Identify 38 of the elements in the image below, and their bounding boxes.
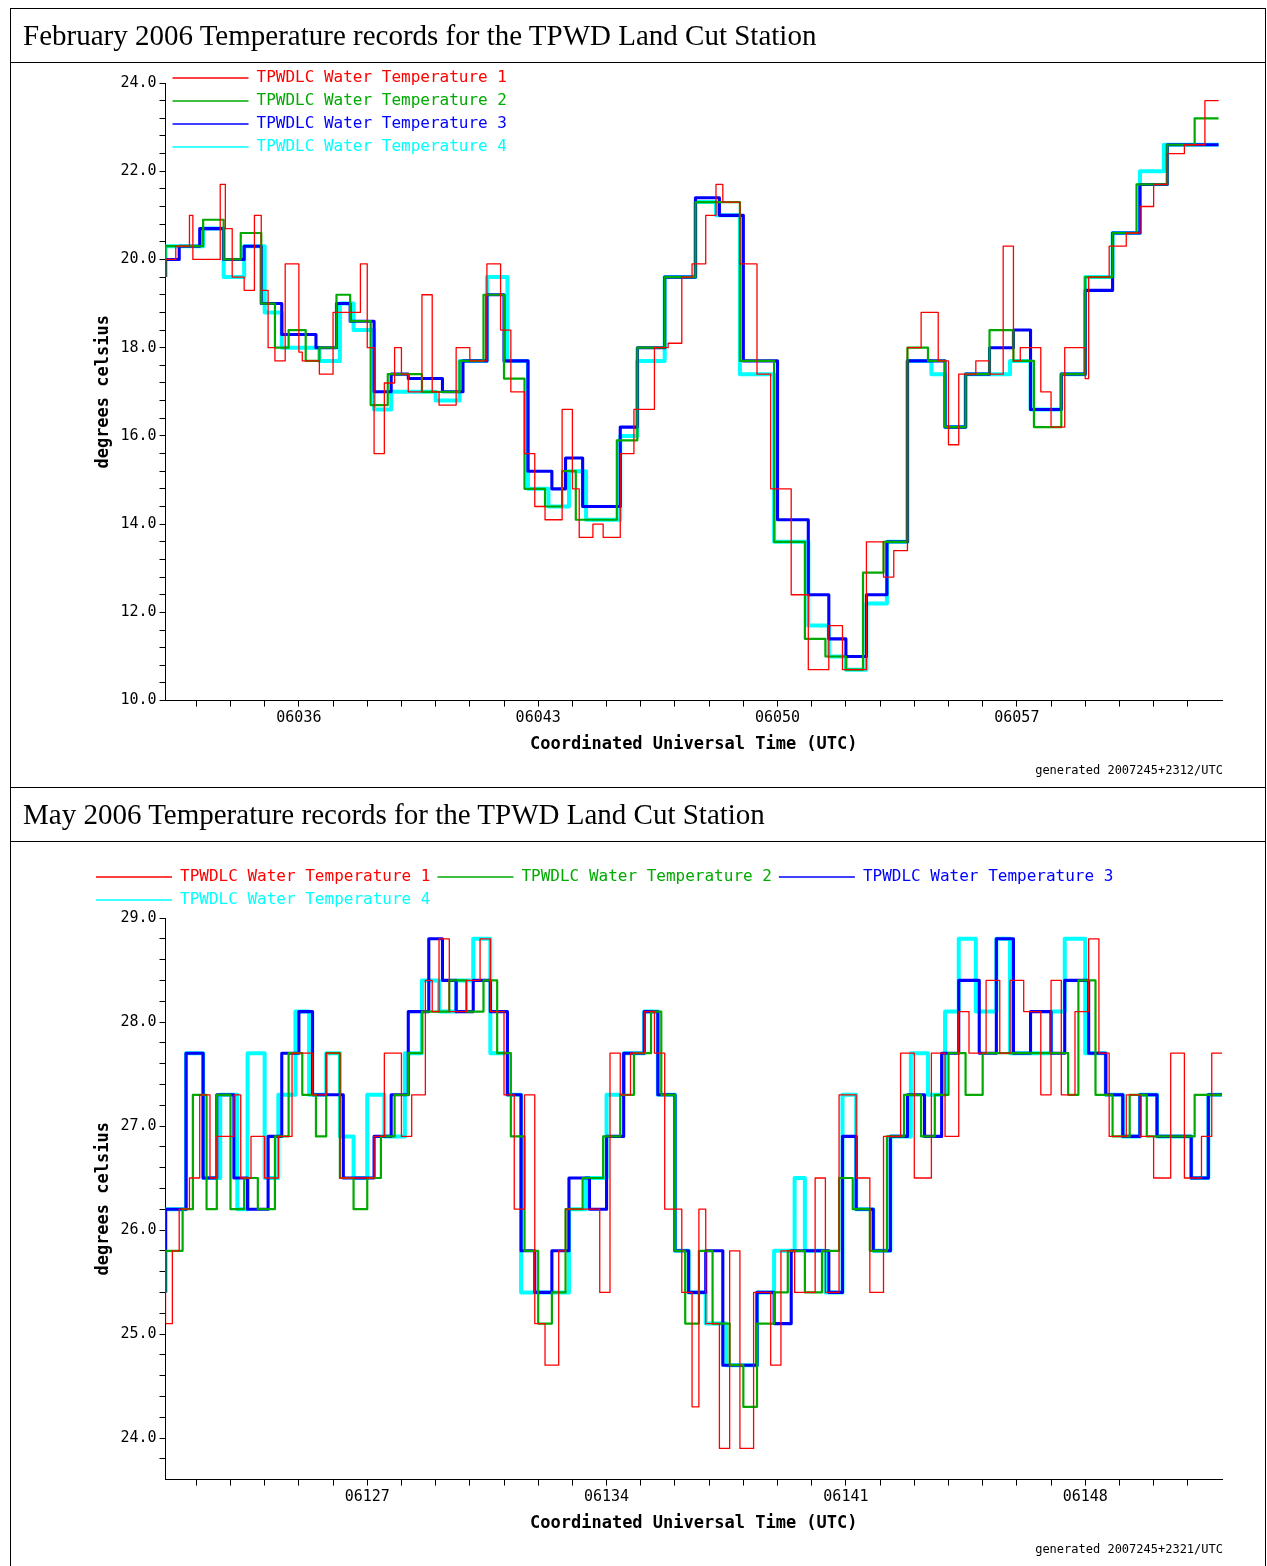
x-tick-label: 06134 [584,1487,630,1506]
legend-label: TPWDLC Water Temperature 2 [521,866,772,886]
x-tick-label: 06148 [1062,1487,1108,1506]
legend-label: TPWDLC Water Temperature 1 [180,866,431,886]
y-tick-label: 12.0 [120,602,157,621]
legend-label: TPWDLC Water Temperature 2 [256,90,507,110]
text: generated 2007245+2321/UTC [1035,1542,1223,1556]
x-tick-label: 06043 [515,708,561,727]
y-tick-label: 29.0 [120,907,157,926]
x-axis-title: Coordinated Universal Time (UTC) [530,1512,858,1533]
legend-label: TPWDLC Water Temperature 3 [256,113,507,133]
x-axis-title: Coordinated Universal Time (UTC) [530,733,858,754]
y-tick-label: 20.0 [120,249,157,268]
y-tick-label: 24.0 [120,1427,157,1446]
y-tick-label: 10.0 [120,690,157,709]
legend-label: TPWDLC Water Temperature 1 [256,67,507,87]
y-tick-label: 25.0 [120,1323,157,1342]
x-tick-label: 06127 [344,1487,390,1506]
y-axis-title: degrees celsius [91,1122,112,1276]
y-tick-label: 14.0 [120,514,157,533]
x-tick-label: 06057 [994,708,1040,727]
y-tick-label: 22.0 [120,161,157,180]
y-tick-label: 26.0 [120,1219,157,1238]
legend-label: TPWDLC Water Temperature 4 [256,136,507,156]
y-tick-label: 18.0 [120,337,157,356]
x-tick-label: 06036 [276,708,322,727]
text: generated 2007245+2312/UTC [1035,763,1223,777]
chart-title: May 2006 Temperature records for the TPWD Land Cut Station [11,788,1265,842]
legend-label: TPWDLC Water Temperature 4 [180,889,431,909]
legend-label: TPWDLC Water Temperature 3 [862,866,1114,886]
y-tick-label: 24.0 [120,72,157,91]
x-tick-label: 06141 [823,1487,869,1506]
y-axis-title: degrees celsius [91,315,112,469]
y-tick-label: 28.0 [120,1011,157,1030]
y-tick-label: 16.0 [120,425,157,444]
chart-title: February 2006 Temperature records for the TPWD Land Cut Station [11,9,1265,63]
y-tick-label: 27.0 [120,1115,157,1134]
x-tick-label: 06050 [754,708,801,727]
